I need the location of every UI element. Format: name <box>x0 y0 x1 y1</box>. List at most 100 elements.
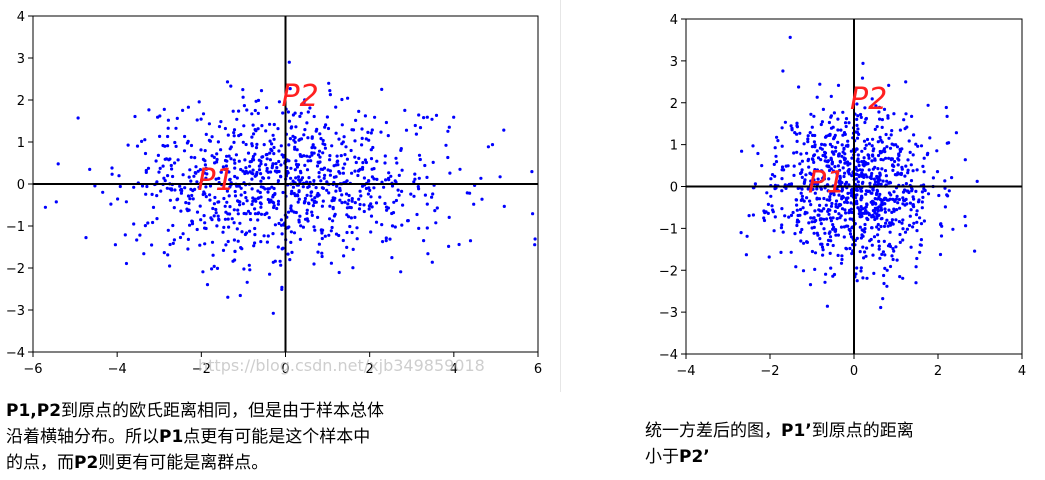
scatter-point <box>921 164 925 168</box>
scatter-point <box>871 137 875 141</box>
scatter-point <box>836 164 841 168</box>
scatter-point <box>530 170 534 174</box>
scatter-point <box>372 186 376 190</box>
scatter-point <box>457 242 461 247</box>
scatter-point <box>887 181 891 185</box>
scatter-point <box>414 132 418 136</box>
scatter-point <box>775 135 779 139</box>
scatter-point <box>272 201 276 205</box>
scatter-point <box>201 112 206 116</box>
scatter-point <box>787 182 791 186</box>
scatter-point <box>232 158 236 162</box>
scatter-point <box>873 183 877 187</box>
scatter-point <box>328 173 332 177</box>
y-tick-label: −1 <box>6 220 25 235</box>
scatter-point <box>174 144 178 148</box>
scatter-point <box>856 157 860 161</box>
scatter-point <box>753 182 758 186</box>
scatter-point <box>887 156 891 160</box>
scatter-point <box>834 149 838 153</box>
scatter-point <box>779 226 784 230</box>
scatter-point <box>232 208 236 212</box>
scatter-point <box>815 231 819 235</box>
scatter-point <box>143 138 147 142</box>
scatter-point <box>276 179 280 183</box>
scatter-point <box>857 212 861 216</box>
scatter-point <box>911 169 915 173</box>
scatter-point <box>133 114 137 119</box>
scatter-point <box>166 134 170 139</box>
scatter-point <box>273 223 277 227</box>
scatter-point <box>386 134 390 138</box>
scatter-point <box>838 160 843 164</box>
caption-text: 则更有可能是离群点。 <box>98 453 269 473</box>
scatter-point <box>276 199 281 203</box>
scatter-point <box>271 232 275 236</box>
scatter-point <box>239 246 243 250</box>
scatter-point <box>286 252 290 256</box>
scatter-point <box>860 233 864 237</box>
scatter-point <box>843 171 847 175</box>
scatter-point <box>179 187 183 191</box>
caption-text: 统一方差后的图， <box>645 421 781 441</box>
scatter-point <box>870 243 874 247</box>
y-tick-label: 3 <box>17 52 25 67</box>
scatter-point <box>355 226 359 230</box>
scatter-point <box>909 245 913 249</box>
caption-text: 小于 <box>645 447 679 467</box>
scatter-point <box>356 169 361 173</box>
scatter-point <box>891 257 895 262</box>
scatter-point <box>822 217 826 221</box>
scatter-point <box>310 135 314 139</box>
scatter-point <box>425 175 429 179</box>
scatter-point <box>292 231 297 235</box>
scatter-point <box>937 193 941 198</box>
scatter-point <box>818 237 822 241</box>
scatter-point <box>203 221 207 225</box>
scatter-point <box>232 221 236 225</box>
scatter-point <box>223 167 227 171</box>
scatter-point <box>908 150 912 154</box>
scatter-point <box>310 210 314 214</box>
scatter-point <box>253 108 257 113</box>
scatter-point <box>239 132 243 137</box>
scatter-point <box>915 220 919 224</box>
scatter-point <box>898 232 902 237</box>
scatter-point <box>873 180 878 184</box>
scatter-point <box>332 175 336 179</box>
scatter-point <box>169 163 173 168</box>
scatter-point <box>279 175 283 179</box>
scatter-point <box>860 76 865 80</box>
scatter-point <box>151 205 156 209</box>
scatter-point <box>118 184 122 189</box>
scatter-point <box>818 82 822 86</box>
scatter-point <box>324 123 328 127</box>
scatter-point <box>204 195 208 199</box>
scatter-point <box>848 232 853 236</box>
scatter-point <box>840 254 844 258</box>
scatter-point <box>289 230 293 234</box>
scatter-point <box>413 123 417 128</box>
scatter-point <box>863 160 868 165</box>
scatter-point <box>906 158 910 162</box>
scatter-point <box>293 147 297 151</box>
scatter-point <box>820 120 825 124</box>
scatter-point <box>262 143 266 147</box>
scatter-point <box>140 139 144 143</box>
scatter-point <box>823 151 828 155</box>
scatter-point <box>344 145 348 149</box>
scatter-point <box>821 253 825 257</box>
scatter-point <box>882 147 887 151</box>
scatter-point <box>788 35 792 40</box>
scatter-point <box>926 103 930 107</box>
scatter-point <box>859 236 864 240</box>
scatter-point <box>244 142 248 147</box>
scatter-point <box>893 173 898 177</box>
scatter-point <box>825 304 830 308</box>
scatter-point <box>294 210 298 215</box>
scatter-point <box>296 200 300 204</box>
scatter-point <box>739 231 743 235</box>
y-tick-label: −2 <box>659 264 678 279</box>
scatter-point <box>819 179 823 183</box>
scatter-point <box>780 126 784 130</box>
